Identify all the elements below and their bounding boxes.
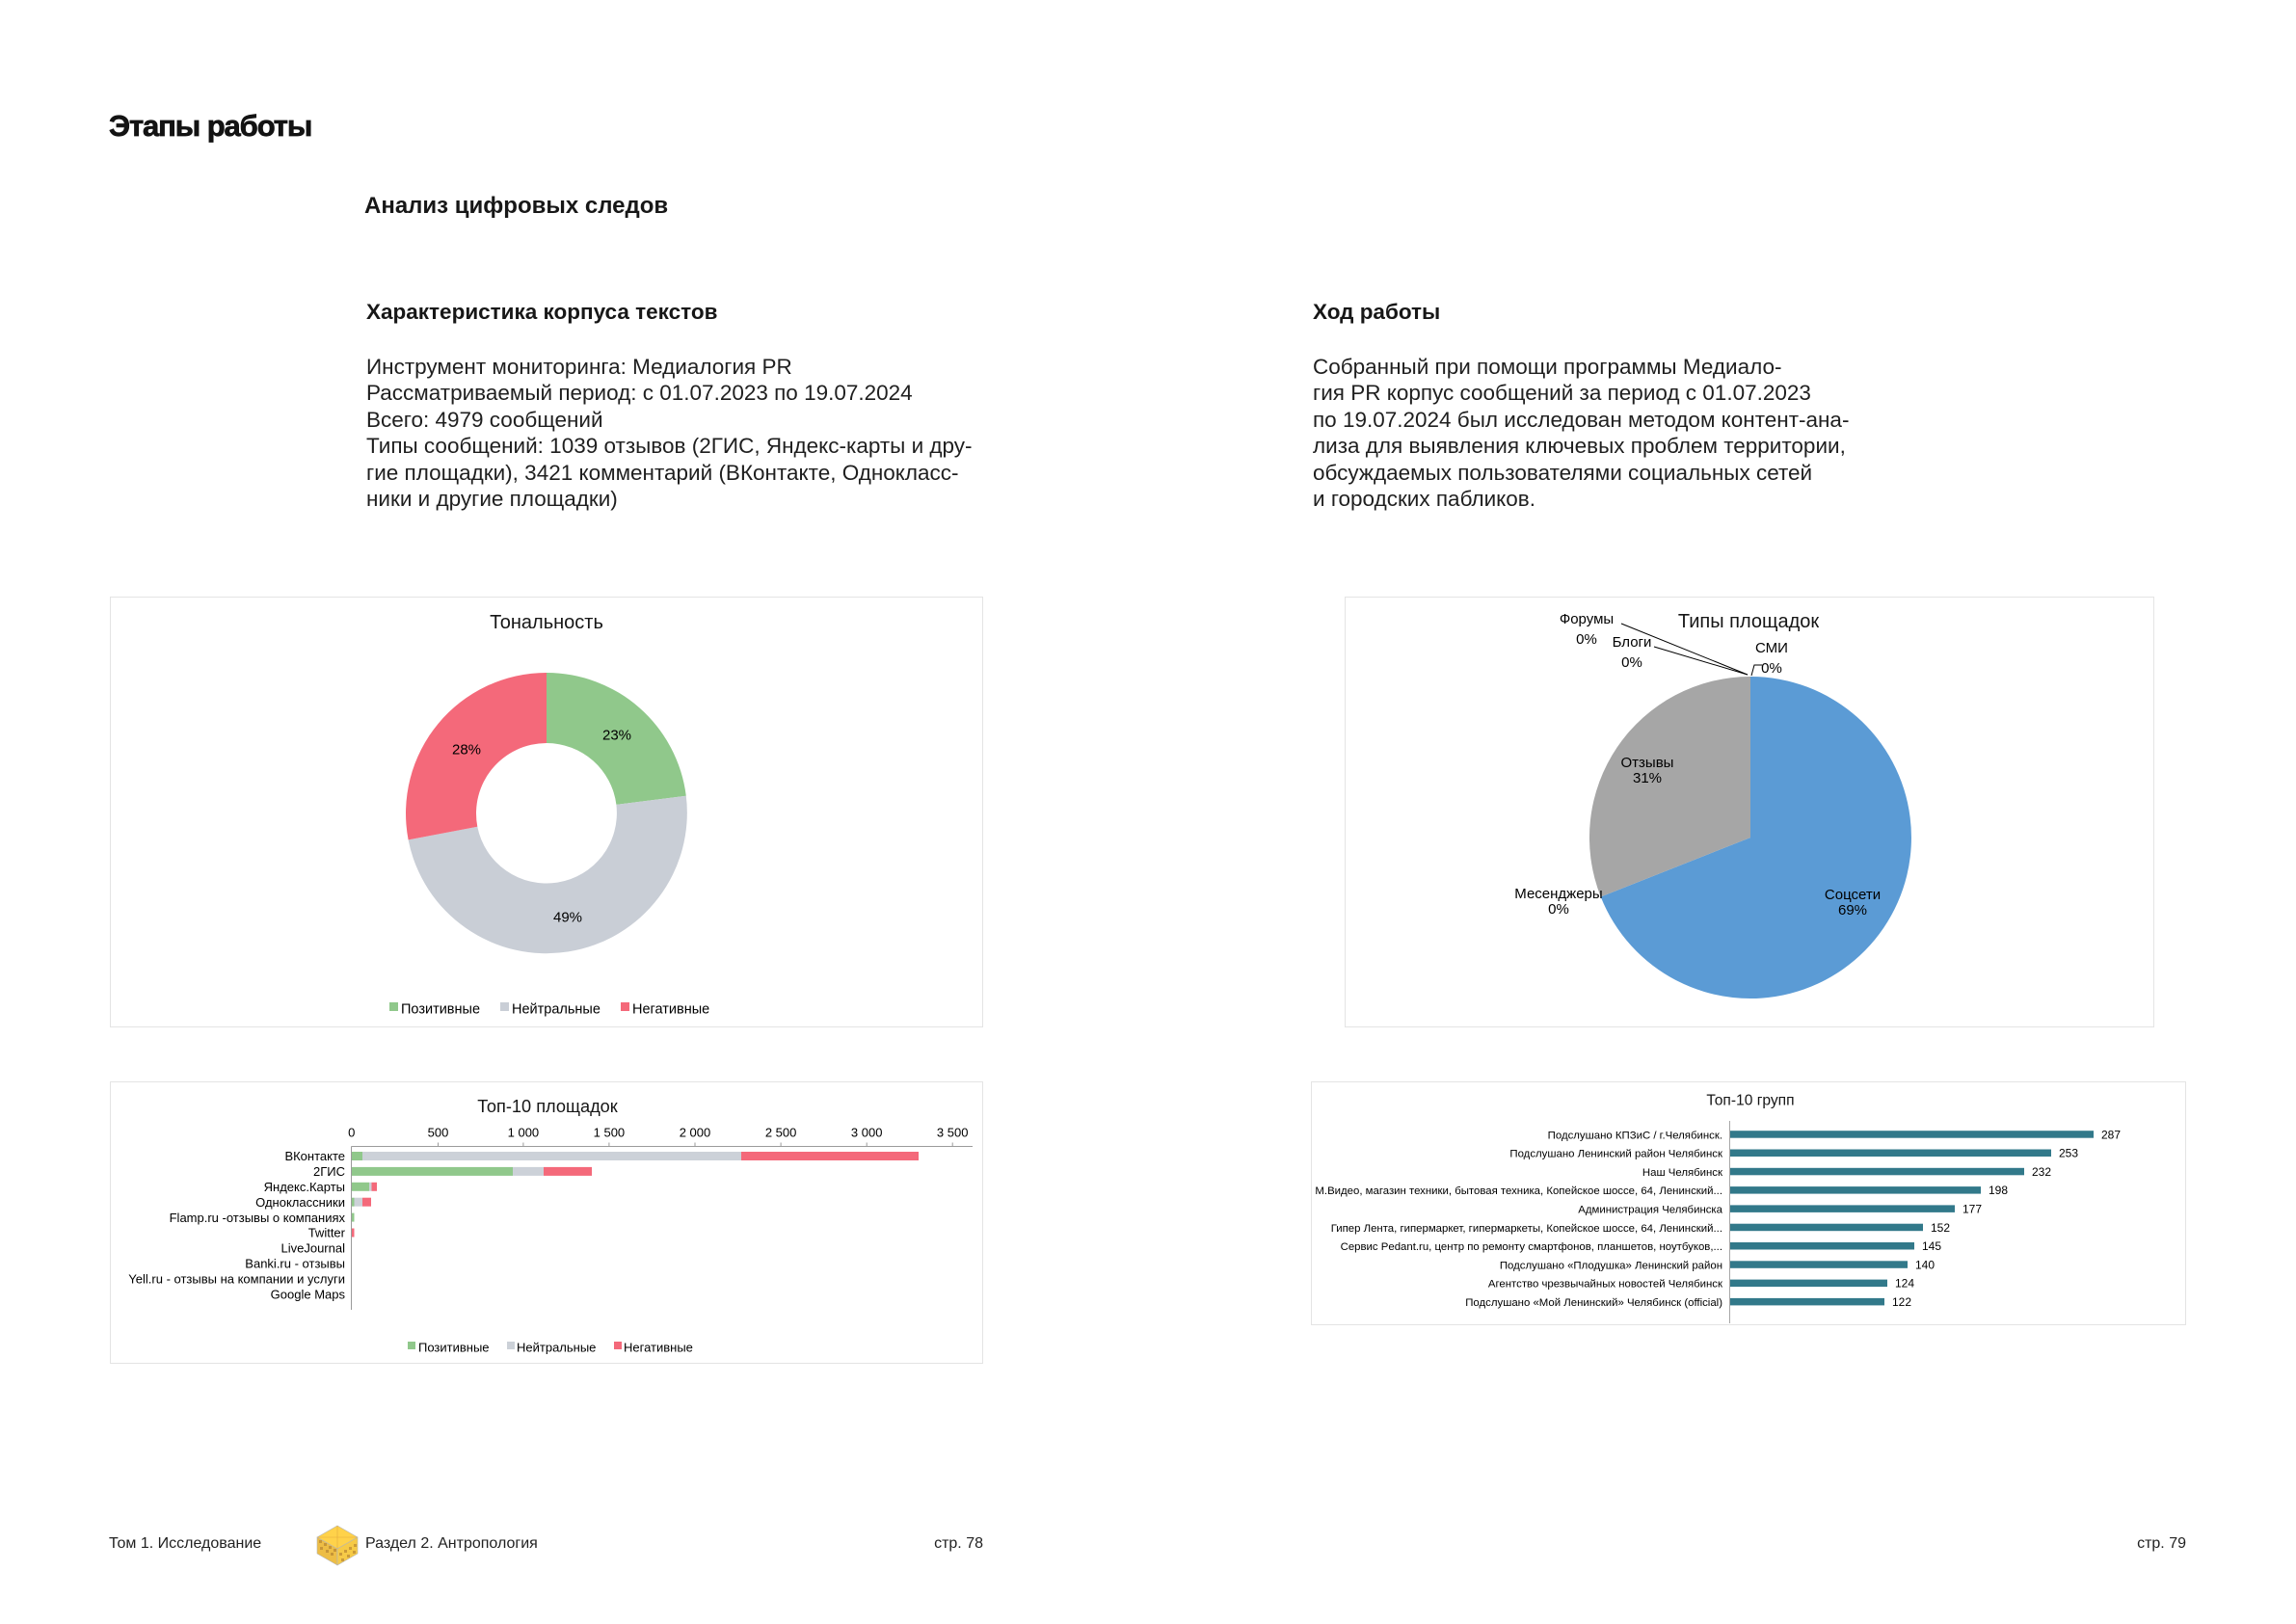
- svg-text:Типы площадок: Типы площадок: [1678, 611, 1819, 632]
- svg-text:Подслушано «Мой Ленинский» Чел: Подслушано «Мой Ленинский» Челябинск (of…: [1465, 1297, 1722, 1309]
- svg-text:Подслушано Ленинский район Чел: Подслушано Ленинский район Челябинск: [1509, 1149, 1723, 1160]
- svg-text:140: 140: [1915, 1258, 1935, 1271]
- svg-text:0%: 0%: [1761, 660, 1782, 677]
- svg-text:Наш Челябинск: Наш Челябинск: [1642, 1167, 1723, 1179]
- svg-text:Yell.ru - отзывы на компании и: Yell.ru - отзывы на компании и услуги: [128, 1271, 345, 1286]
- svg-text:Негативные: Негативные: [624, 1341, 693, 1355]
- svg-text:28%: 28%: [452, 742, 481, 759]
- svg-text:23%: 23%: [602, 728, 631, 744]
- svg-text:LiveJournal: LiveJournal: [281, 1241, 346, 1256]
- svg-text:Агентство чрезвычайных новосте: Агентство чрезвычайных новостей Челябинс…: [1488, 1279, 1723, 1291]
- svg-text:Администрация Челябинска: Администрация Челябинска: [1578, 1205, 1722, 1216]
- svg-text:2 000: 2 000: [680, 1126, 711, 1140]
- svg-text:500: 500: [428, 1126, 449, 1140]
- svg-text:Twitter: Twitter: [308, 1226, 346, 1240]
- svg-text:145: 145: [1922, 1239, 1941, 1253]
- svg-text:152: 152: [1931, 1221, 1950, 1235]
- svg-text:287: 287: [2101, 1128, 2121, 1141]
- svg-text:Подслушано КПЗиС / г.Челябинск: Подслушано КПЗиС / г.Челябинск.: [1548, 1130, 1722, 1141]
- svg-text:Banki.ru - отзывы: Banki.ru - отзывы: [245, 1257, 345, 1271]
- svg-text:ВКонтакте: ВКонтакте: [284, 1149, 345, 1163]
- svg-text:Одноклассники: Одноклассники: [255, 1195, 345, 1210]
- svg-text:Flamp.ru -отзывы о компаниях: Flamp.ru -отзывы о компаниях: [170, 1211, 346, 1225]
- svg-text:Топ-10 площадок: Топ-10 площадок: [477, 1097, 619, 1116]
- svg-text:49%: 49%: [553, 910, 582, 926]
- svg-text:Подслушано «Плодушка» Ленински: Подслушано «Плодушка» Ленинский район: [1500, 1260, 1722, 1271]
- svg-text:2ГИС: 2ГИС: [313, 1164, 345, 1179]
- svg-text:М.Видео, магазин техники, быт: М.Видео, магазин техники, бытовая техник…: [1315, 1185, 1722, 1197]
- svg-text:Топ-10 групп: Топ-10 групп: [1706, 1093, 1794, 1109]
- svg-text:Соцсети: Соцсети: [1825, 887, 1881, 903]
- svg-text:253: 253: [2059, 1147, 2078, 1160]
- svg-text:0%: 0%: [1576, 631, 1597, 648]
- svg-text:Нейтральные: Нейтральные: [512, 1002, 601, 1018]
- svg-text:124: 124: [1895, 1277, 1914, 1291]
- svg-text:СМИ: СМИ: [1755, 640, 1788, 656]
- svg-text:3 500: 3 500: [937, 1126, 969, 1140]
- svg-text:Тональность: Тональность: [490, 612, 603, 633]
- svg-text:Отзывы: Отзывы: [1621, 755, 1674, 771]
- svg-text:Форумы: Форумы: [1560, 611, 1614, 627]
- svg-text:177: 177: [1962, 1203, 1982, 1216]
- svg-text:Негативные: Негативные: [632, 1002, 709, 1018]
- svg-text:232: 232: [2032, 1165, 2051, 1179]
- svg-text:2 500: 2 500: [765, 1126, 797, 1140]
- svg-text:Google Maps: Google Maps: [271, 1287, 346, 1301]
- svg-text:198: 198: [1989, 1184, 2008, 1197]
- svg-text:Нейтральные: Нейтральные: [517, 1341, 596, 1355]
- svg-text:Гипер Лента, гипермаркет, гипе: Гипер Лента, гипермаркет, гипермаркеты, …: [1331, 1223, 1722, 1235]
- svg-text:0: 0: [348, 1126, 355, 1140]
- svg-text:Позитивные: Позитивные: [418, 1341, 490, 1355]
- svg-text:1 500: 1 500: [594, 1126, 626, 1140]
- svg-text:Месенджеры: Месенджеры: [1514, 886, 1602, 902]
- svg-text:Блоги: Блоги: [1613, 634, 1652, 651]
- svg-text:122: 122: [1892, 1295, 1911, 1309]
- svg-text:0%: 0%: [1621, 654, 1642, 671]
- svg-text:31%: 31%: [1633, 770, 1662, 786]
- svg-text:Яндекс.Карты: Яндекс.Карты: [264, 1180, 345, 1194]
- svg-text:Сервис Pedant.ru, центр по рем: Сервис Pedant.ru, центр по ремонту смарт…: [1341, 1241, 1722, 1253]
- svg-text:3 000: 3 000: [851, 1126, 883, 1140]
- svg-text:Позитивные: Позитивные: [401, 1002, 480, 1018]
- svg-text:1 000: 1 000: [508, 1126, 540, 1140]
- svg-text:69%: 69%: [1838, 902, 1867, 918]
- svg-text:0%: 0%: [1548, 901, 1569, 918]
